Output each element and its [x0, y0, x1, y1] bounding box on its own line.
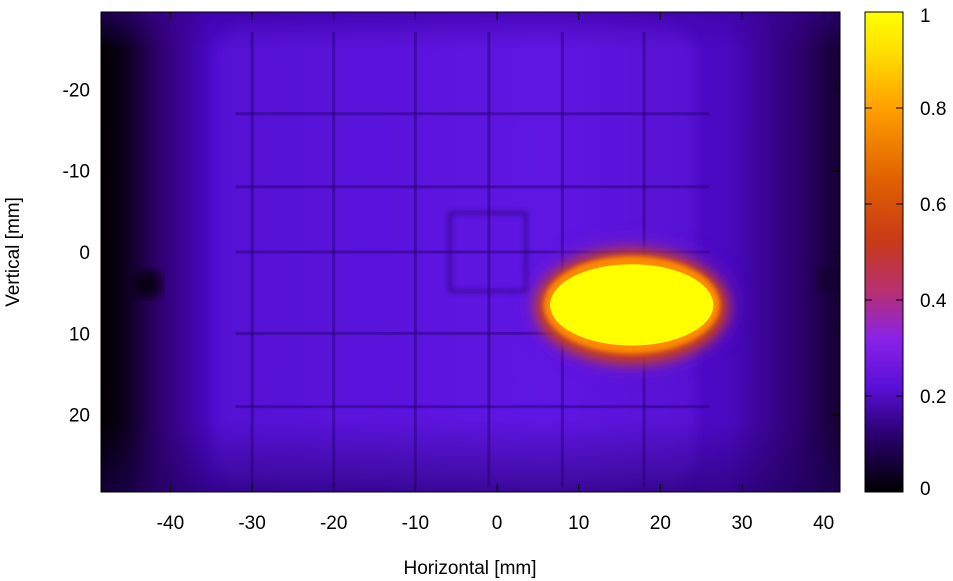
x-tick-label: -20 [320, 513, 347, 534]
x-tick-label: 40 [813, 513, 834, 534]
x-tick-label: 20 [650, 513, 671, 534]
colorbar: 0 0.2 0.4 0.6 0.8 1 [864, 6, 947, 500]
y-tick-label: -20 [63, 80, 90, 101]
colorbar-ticks: 0 0.2 0.4 0.6 0.8 1 [865, 6, 947, 500]
y-axis-label: Vertical [mm] [3, 197, 24, 307]
y-tick-label: 20 [69, 406, 90, 427]
x-axis-label: Horizontal [mm] [403, 558, 536, 579]
x-axis: -40 -30 -20 -10 0 10 20 30 40 [157, 12, 834, 534]
colorbar-tick-label: 0.8 [920, 99, 946, 120]
colorbar-border [864, 11, 904, 493]
colorbar-tick-label: 0 [920, 479, 931, 500]
colorbar-tick-label: 0.4 [920, 291, 947, 312]
colorbar-tick-label: 0.6 [920, 195, 946, 216]
x-tick-label: 10 [568, 513, 589, 534]
colorbar-gradient [865, 12, 903, 492]
x-tick-label: 0 [492, 513, 503, 534]
heatmap-area [101, 12, 840, 492]
right-dark-spot [816, 268, 836, 292]
y-axis: -20 -10 0 10 20 [63, 80, 840, 427]
x-tick-label: 30 [731, 513, 752, 534]
hotspot [513, 227, 751, 383]
colorbar-tick-label: 1 [920, 6, 931, 27]
y-tick-label: 10 [69, 324, 90, 345]
x-tick-label: -30 [238, 513, 265, 534]
y-tick-label: 0 [79, 243, 90, 264]
y-tick-label: -10 [63, 162, 90, 183]
square-frame [448, 211, 528, 293]
colorbar-tick-label: 0.2 [920, 387, 946, 408]
hotspot-core [550, 264, 714, 346]
left-dark-spot [134, 270, 162, 298]
x-tick-label: -10 [402, 513, 429, 534]
x-tick-label: -40 [157, 513, 184, 534]
